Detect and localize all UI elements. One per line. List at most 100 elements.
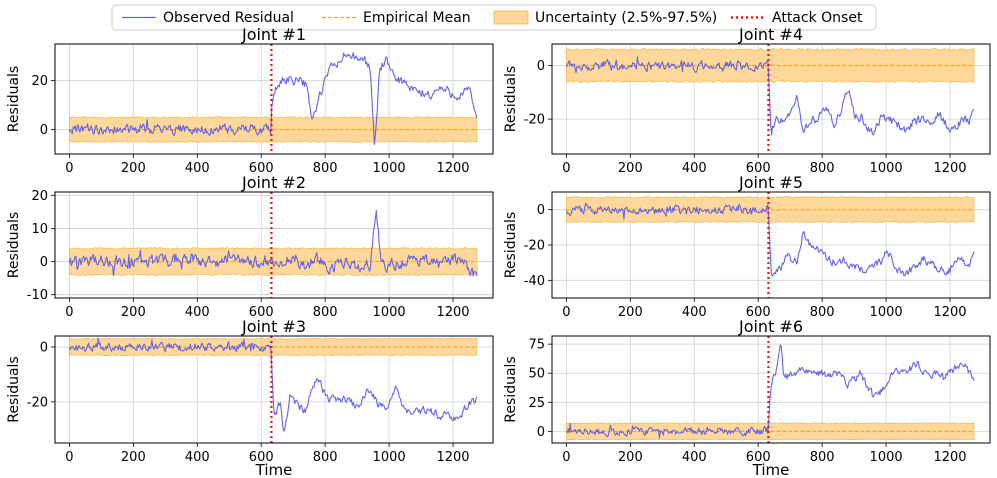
- panel-3: 0 200 400 600 800 1000 1200 -10 0 10 20 Joint #2 Res…: [6, 173, 494, 320]
- y-tick-label: 10: [31, 222, 48, 237]
- uncertainty-band: [566, 422, 975, 441]
- x-tick-label: 800: [313, 161, 338, 176]
- y-axis-label: Residuals: [503, 66, 519, 132]
- x-tick-label: 600: [249, 450, 274, 465]
- x-tick-label: 600: [746, 305, 771, 320]
- observed-residual-line: [68, 337, 478, 432]
- y-tick-label: 20: [31, 189, 48, 204]
- panel-4: 0 200 400 600 800 1000 1200 0 -20 -40 Joint #5 Resi…: [503, 173, 991, 320]
- x-tick-label: 0: [562, 161, 570, 176]
- x-tick-label: 1200: [933, 305, 966, 320]
- observed-residual-line: [565, 202, 975, 277]
- legend-label-band: Uncertainty (2.5%-97.5%): [535, 10, 717, 26]
- uncertainty-band: [566, 48, 975, 84]
- x-tick-label: 1000: [870, 305, 903, 320]
- panel-title: Joint #4: [738, 25, 803, 44]
- y-tick-label: 20: [31, 74, 48, 89]
- plot-area: [68, 337, 478, 432]
- axes-frame: [551, 335, 991, 444]
- panel-2: 0 200 400 600 800 1000 1200 0 -20 Joint #4 Residua…: [503, 25, 991, 176]
- x-tick-label: 400: [185, 450, 210, 465]
- axes-frame: [551, 43, 991, 155]
- observed-residual-line: [566, 344, 975, 439]
- x-tick-label: 1000: [870, 450, 903, 465]
- axes-frame: [54, 43, 494, 155]
- x-tick-label: 600: [746, 450, 771, 465]
- observed-residual-line: [68, 209, 478, 277]
- x-tick-label: 0: [65, 450, 73, 465]
- y-tick-label: 0: [40, 255, 48, 270]
- x-tick-label: 200: [121, 161, 146, 176]
- panel-title: Joint #5: [738, 173, 803, 192]
- x-tick-label: 1000: [373, 305, 406, 320]
- y-tick-label: 0: [537, 425, 545, 440]
- y-tick-label: -20: [524, 113, 545, 128]
- observed-residual-line: [565, 56, 975, 136]
- x-tick-label: 800: [810, 305, 835, 320]
- x-tick-label: 800: [810, 450, 835, 465]
- x-tick-label: 0: [65, 161, 73, 176]
- x-tick-label: 1200: [436, 305, 469, 320]
- panel-title: Joint #3: [241, 317, 306, 336]
- y-tick-label: 50: [528, 367, 545, 382]
- observed-residual-line: [68, 52, 478, 146]
- x-tick-label: 1000: [373, 450, 406, 465]
- legend-swatch-band: [493, 10, 529, 25]
- legend-label-onset: Attack Onset: [772, 10, 863, 26]
- legend: Observed Residual Empirical Mean Uncerta…: [111, 4, 877, 31]
- y-tick-label: 25: [528, 396, 545, 411]
- plot-area: [68, 209, 478, 277]
- panel-title: Joint #2: [241, 173, 306, 192]
- axes-frame: [54, 335, 494, 444]
- plot-area: [565, 48, 975, 136]
- x-tick-label: 1200: [933, 161, 966, 176]
- y-tick-label: 0: [40, 123, 48, 138]
- y-tick-label: 0: [40, 340, 48, 355]
- axes-frame: [54, 191, 494, 299]
- x-tick-label: 1200: [933, 450, 966, 465]
- y-axis-label: Residuals: [503, 212, 519, 278]
- x-tick-label: 0: [65, 305, 73, 320]
- x-axis-label: Time: [255, 461, 293, 478]
- x-tick-label: 1000: [373, 161, 406, 176]
- y-tick-label: -40: [524, 274, 545, 289]
- x-tick-label: 200: [618, 161, 643, 176]
- x-tick-label: 600: [746, 161, 771, 176]
- x-tick-label: 1000: [870, 161, 903, 176]
- x-tick-label: 800: [810, 161, 835, 176]
- x-tick-label: 1200: [436, 161, 469, 176]
- y-tick-label: 75: [528, 338, 545, 353]
- y-tick-label: 0: [537, 59, 545, 74]
- x-tick-label: 200: [618, 450, 643, 465]
- y-axis-label: Residuals: [503, 356, 519, 422]
- x-tick-label: 400: [682, 161, 707, 176]
- x-tick-label: 0: [562, 305, 570, 320]
- plot-area: [68, 52, 478, 146]
- x-tick-label: 600: [249, 161, 274, 176]
- x-tick-label: 1200: [436, 450, 469, 465]
- x-tick-label: 400: [682, 305, 707, 320]
- y-tick-label: 0: [537, 203, 545, 218]
- x-axis-label: Time: [752, 461, 790, 478]
- plot-area: [565, 196, 975, 277]
- x-tick-label: 400: [682, 450, 707, 465]
- uncertainty-band: [566, 196, 975, 224]
- y-axis-label: Residuals: [6, 212, 22, 278]
- x-tick-label: 200: [121, 450, 146, 465]
- x-tick-label: 800: [313, 305, 338, 320]
- panel-title: Joint #6: [738, 317, 803, 336]
- x-tick-label: 400: [185, 161, 210, 176]
- x-tick-label: 200: [618, 305, 643, 320]
- y-tick-label: -20: [27, 395, 48, 410]
- uncertainty-band: [69, 337, 478, 357]
- x-tick-label: 800: [313, 450, 338, 465]
- y-tick-label: -10: [27, 288, 48, 303]
- panel-title: Joint #1: [241, 25, 306, 44]
- x-tick-label: 400: [185, 305, 210, 320]
- legend-label-mean: Empirical Mean: [363, 10, 471, 26]
- x-tick-label: 0: [562, 450, 570, 465]
- x-tick-label: 200: [121, 305, 146, 320]
- panel-6: 0 200 400 600 800 1000 1200 0 25 50 75 Joint #6 Resi…: [503, 317, 991, 478]
